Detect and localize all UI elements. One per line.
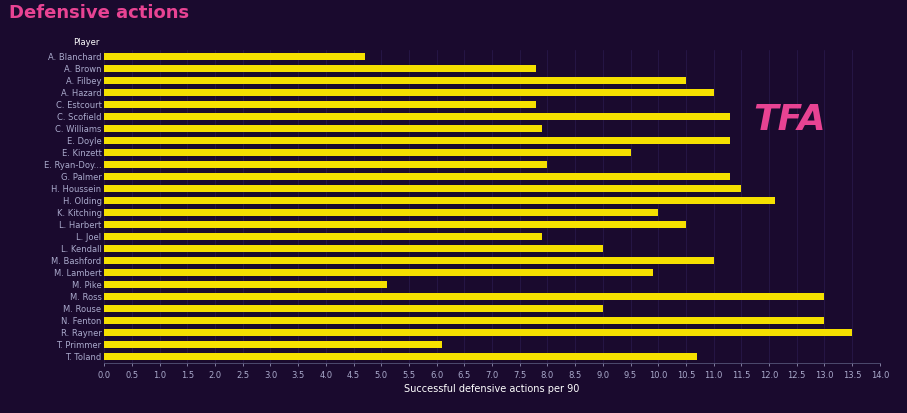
Bar xyxy=(104,245,603,252)
Bar xyxy=(104,137,730,144)
Bar xyxy=(104,305,603,312)
Bar xyxy=(104,53,365,60)
Bar xyxy=(104,197,775,204)
Bar xyxy=(104,173,730,180)
Bar xyxy=(104,101,536,108)
Bar xyxy=(104,341,443,348)
Bar xyxy=(104,77,686,84)
X-axis label: Successful defensive actions per 90: Successful defensive actions per 90 xyxy=(405,384,580,394)
Bar xyxy=(104,221,686,228)
Bar xyxy=(104,89,714,96)
Bar xyxy=(104,293,824,300)
Text: Player: Player xyxy=(73,38,100,47)
Bar xyxy=(104,113,730,120)
Bar xyxy=(104,329,852,336)
Bar xyxy=(104,281,386,288)
Text: TFA: TFA xyxy=(753,103,825,137)
Bar xyxy=(104,65,536,72)
Bar xyxy=(104,149,630,156)
Bar xyxy=(104,233,541,240)
Text: Defensive actions: Defensive actions xyxy=(9,4,190,22)
Bar xyxy=(104,257,714,264)
Bar xyxy=(104,125,541,132)
Bar xyxy=(104,353,697,360)
Bar xyxy=(104,317,824,324)
Bar xyxy=(104,269,653,276)
Bar xyxy=(104,185,741,192)
Bar xyxy=(104,209,658,216)
Bar xyxy=(104,161,548,168)
